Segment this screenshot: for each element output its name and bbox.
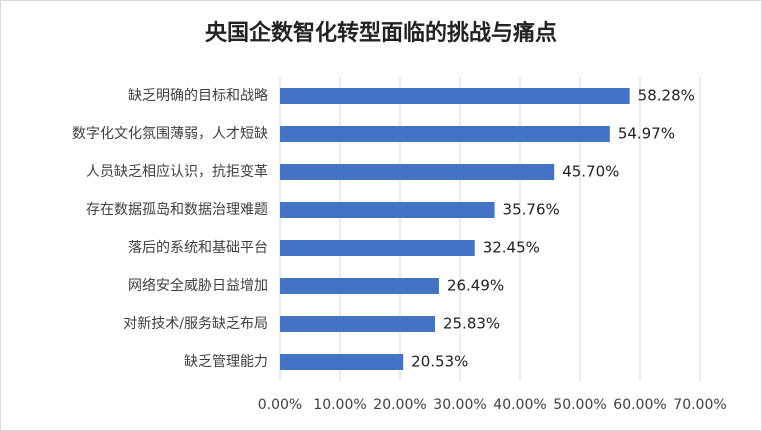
chart-title: 央国企数智化转型面临的挑战与痛点 [205, 20, 557, 46]
value-label: 35.76% [503, 201, 560, 219]
bar [280, 126, 610, 142]
value-label: 54.97% [618, 125, 675, 143]
value-label: 32.45% [483, 239, 540, 257]
bar [280, 278, 439, 294]
value-label: 58.28% [638, 87, 695, 105]
value-label: 20.53% [411, 353, 468, 371]
x-tick-label: 10.00% [313, 397, 366, 413]
y-tick-label: 落后的系统和基础平台 [128, 239, 268, 256]
x-tick-label: 40.00% [493, 397, 546, 413]
y-tick-label: 缺乏管理能力 [184, 354, 268, 370]
y-tick-label: 网络安全威胁日益增加 [128, 277, 268, 294]
y-tick-label: 数字化文化氛围薄弱，人才短缺 [72, 126, 268, 142]
value-label: 45.70% [562, 163, 619, 181]
value-label: 25.83% [443, 315, 500, 333]
y-tick-label: 对新技术/服务缺乏布局 [123, 316, 268, 332]
bar [280, 202, 495, 218]
y-tick-label: 人员缺乏相应认识，抗拒变革 [86, 163, 268, 180]
x-tick-label: 70.00% [673, 397, 726, 413]
bar [280, 88, 630, 104]
x-tick-label: 20.00% [373, 397, 426, 413]
x-tick-label: 0.00% [258, 397, 302, 413]
x-tick-label: 50.00% [553, 397, 606, 413]
x-tick-label: 30.00% [433, 397, 486, 413]
bar [280, 316, 435, 332]
bar [280, 240, 475, 256]
y-tick-label: 存在数据孤岛和数据治理难题 [86, 202, 268, 218]
bar [280, 354, 404, 370]
bar [280, 164, 555, 180]
y-tick-label: 缺乏明确的目标和战略 [128, 88, 268, 104]
x-tick-label: 60.00% [613, 397, 666, 413]
value-label: 26.49% [447, 277, 504, 295]
